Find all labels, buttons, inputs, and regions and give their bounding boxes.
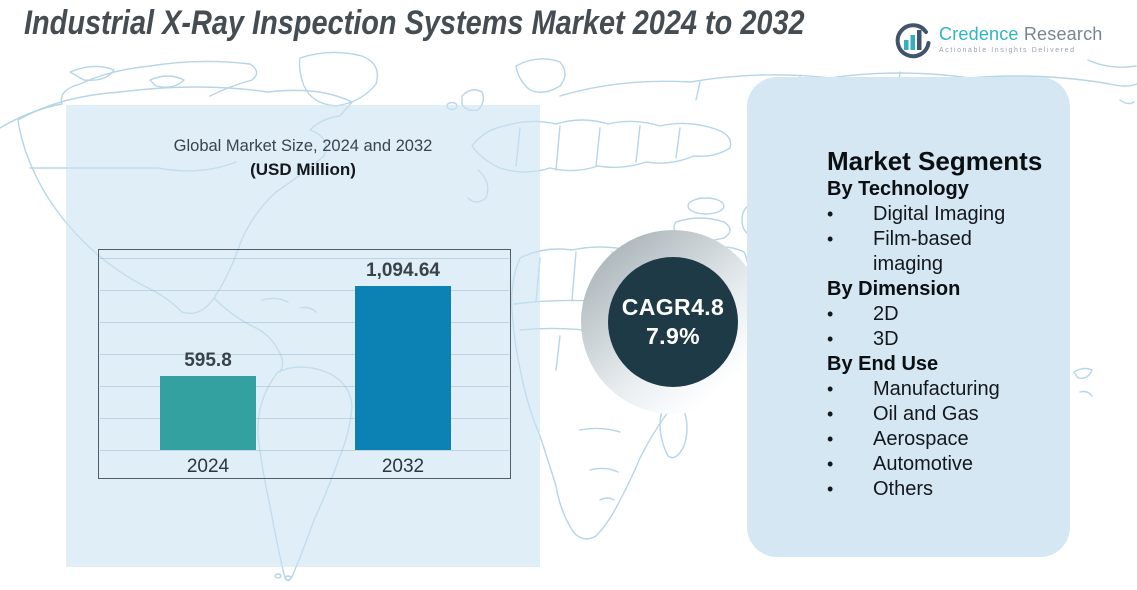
segment-item: • Oil and Gas: [827, 402, 1044, 427]
credence-research-logo: Credence Research Actionable Insights De…: [893, 20, 1103, 60]
segment-item-label: Others: [873, 478, 934, 500]
cagr-value-line2: 7.9%: [645, 323, 701, 349]
segment-item-label: Film-based imaging: [873, 228, 972, 275]
segment-item: • Automotive: [827, 452, 1044, 477]
segments-list: By Technology • Digital Imaging • Film-based…: [827, 177, 1044, 502]
brand-secondary: Research: [1023, 24, 1103, 44]
bullet-icon: •: [827, 304, 834, 324]
bar-category-label: 2032: [381, 456, 425, 477]
page-title: Industrial X-Ray Inspection Systems Mark…: [24, 4, 805, 42]
gridline: [100, 450, 509, 451]
segment-item: • Film-based imaging: [827, 227, 1044, 277]
segment-item-label: 3D: [873, 328, 899, 350]
bar-value-label: 1,094.64: [366, 260, 440, 281]
segment-group-label: By End Use: [827, 353, 939, 375]
segments-heading: Market Segments: [827, 146, 1043, 176]
bullet-icon: •: [827, 379, 834, 399]
bar-2024: [160, 376, 256, 450]
logo-text: Credence Research Actionable Insights De…: [939, 24, 1103, 54]
bar-value-label: 595.8: [184, 350, 232, 371]
segment-item-label: 2D: [873, 303, 899, 325]
chart-subtitle: (USD Million): [250, 160, 356, 179]
market-segments-panel: Market Segments By Technology • Digital Im…: [747, 77, 1070, 557]
bullet-icon: •: [827, 404, 834, 424]
segment-item: • Others: [827, 477, 1044, 502]
segment-group-label: By Technology: [827, 178, 969, 200]
gridline: [100, 322, 509, 323]
bullet-icon: •: [827, 429, 834, 449]
market-size-chart-panel: Global Market Size, 2024 and 2032 (USD M…: [66, 105, 540, 567]
bar-2032: [355, 286, 451, 450]
segment-item: • Aerospace: [827, 427, 1044, 452]
segment-item-label: Manufacturing: [873, 378, 1000, 400]
gridline: [100, 290, 509, 291]
bullet-icon: •: [827, 229, 834, 249]
segment-item: • 2D: [827, 302, 1044, 327]
brand-name: Credence Research: [939, 24, 1103, 45]
segment-item-label: Oil and Gas: [873, 403, 979, 425]
gridline: [100, 354, 509, 355]
chart-title: Global Market Size, 2024 and 2032: [173, 137, 433, 155]
segment-item-label: Automotive: [873, 453, 974, 475]
bullet-icon: •: [827, 479, 834, 499]
segment-item: • Digital Imaging: [827, 202, 1044, 227]
bar-chart-logo-icon: [895, 23, 931, 59]
brand-primary: Credence: [939, 24, 1019, 44]
gridline: [100, 386, 509, 387]
segment-group-label: By Dimension: [827, 278, 961, 300]
segment-item-label: Aerospace: [873, 428, 969, 450]
gridline: [100, 418, 509, 419]
bar-chart-plot: 595.8 2024 1,094.64 2032: [98, 249, 511, 479]
brand-tagline: Actionable Insights Delivered: [939, 47, 1076, 54]
segment-item: • 3D: [827, 327, 1044, 352]
bullet-icon: •: [827, 454, 834, 474]
segment-item-label: Digital Imaging: [873, 203, 1006, 225]
bullet-icon: •: [827, 329, 834, 349]
bar-category-label: 2024: [186, 456, 230, 477]
cagr-badge: CAGR4.8 7.9%: [608, 257, 738, 387]
cagr-value-line1: CAGR4.8: [621, 294, 725, 320]
segment-item: • Manufacturing: [827, 377, 1044, 402]
bullet-icon: •: [827, 204, 834, 224]
gridline: [100, 258, 509, 259]
